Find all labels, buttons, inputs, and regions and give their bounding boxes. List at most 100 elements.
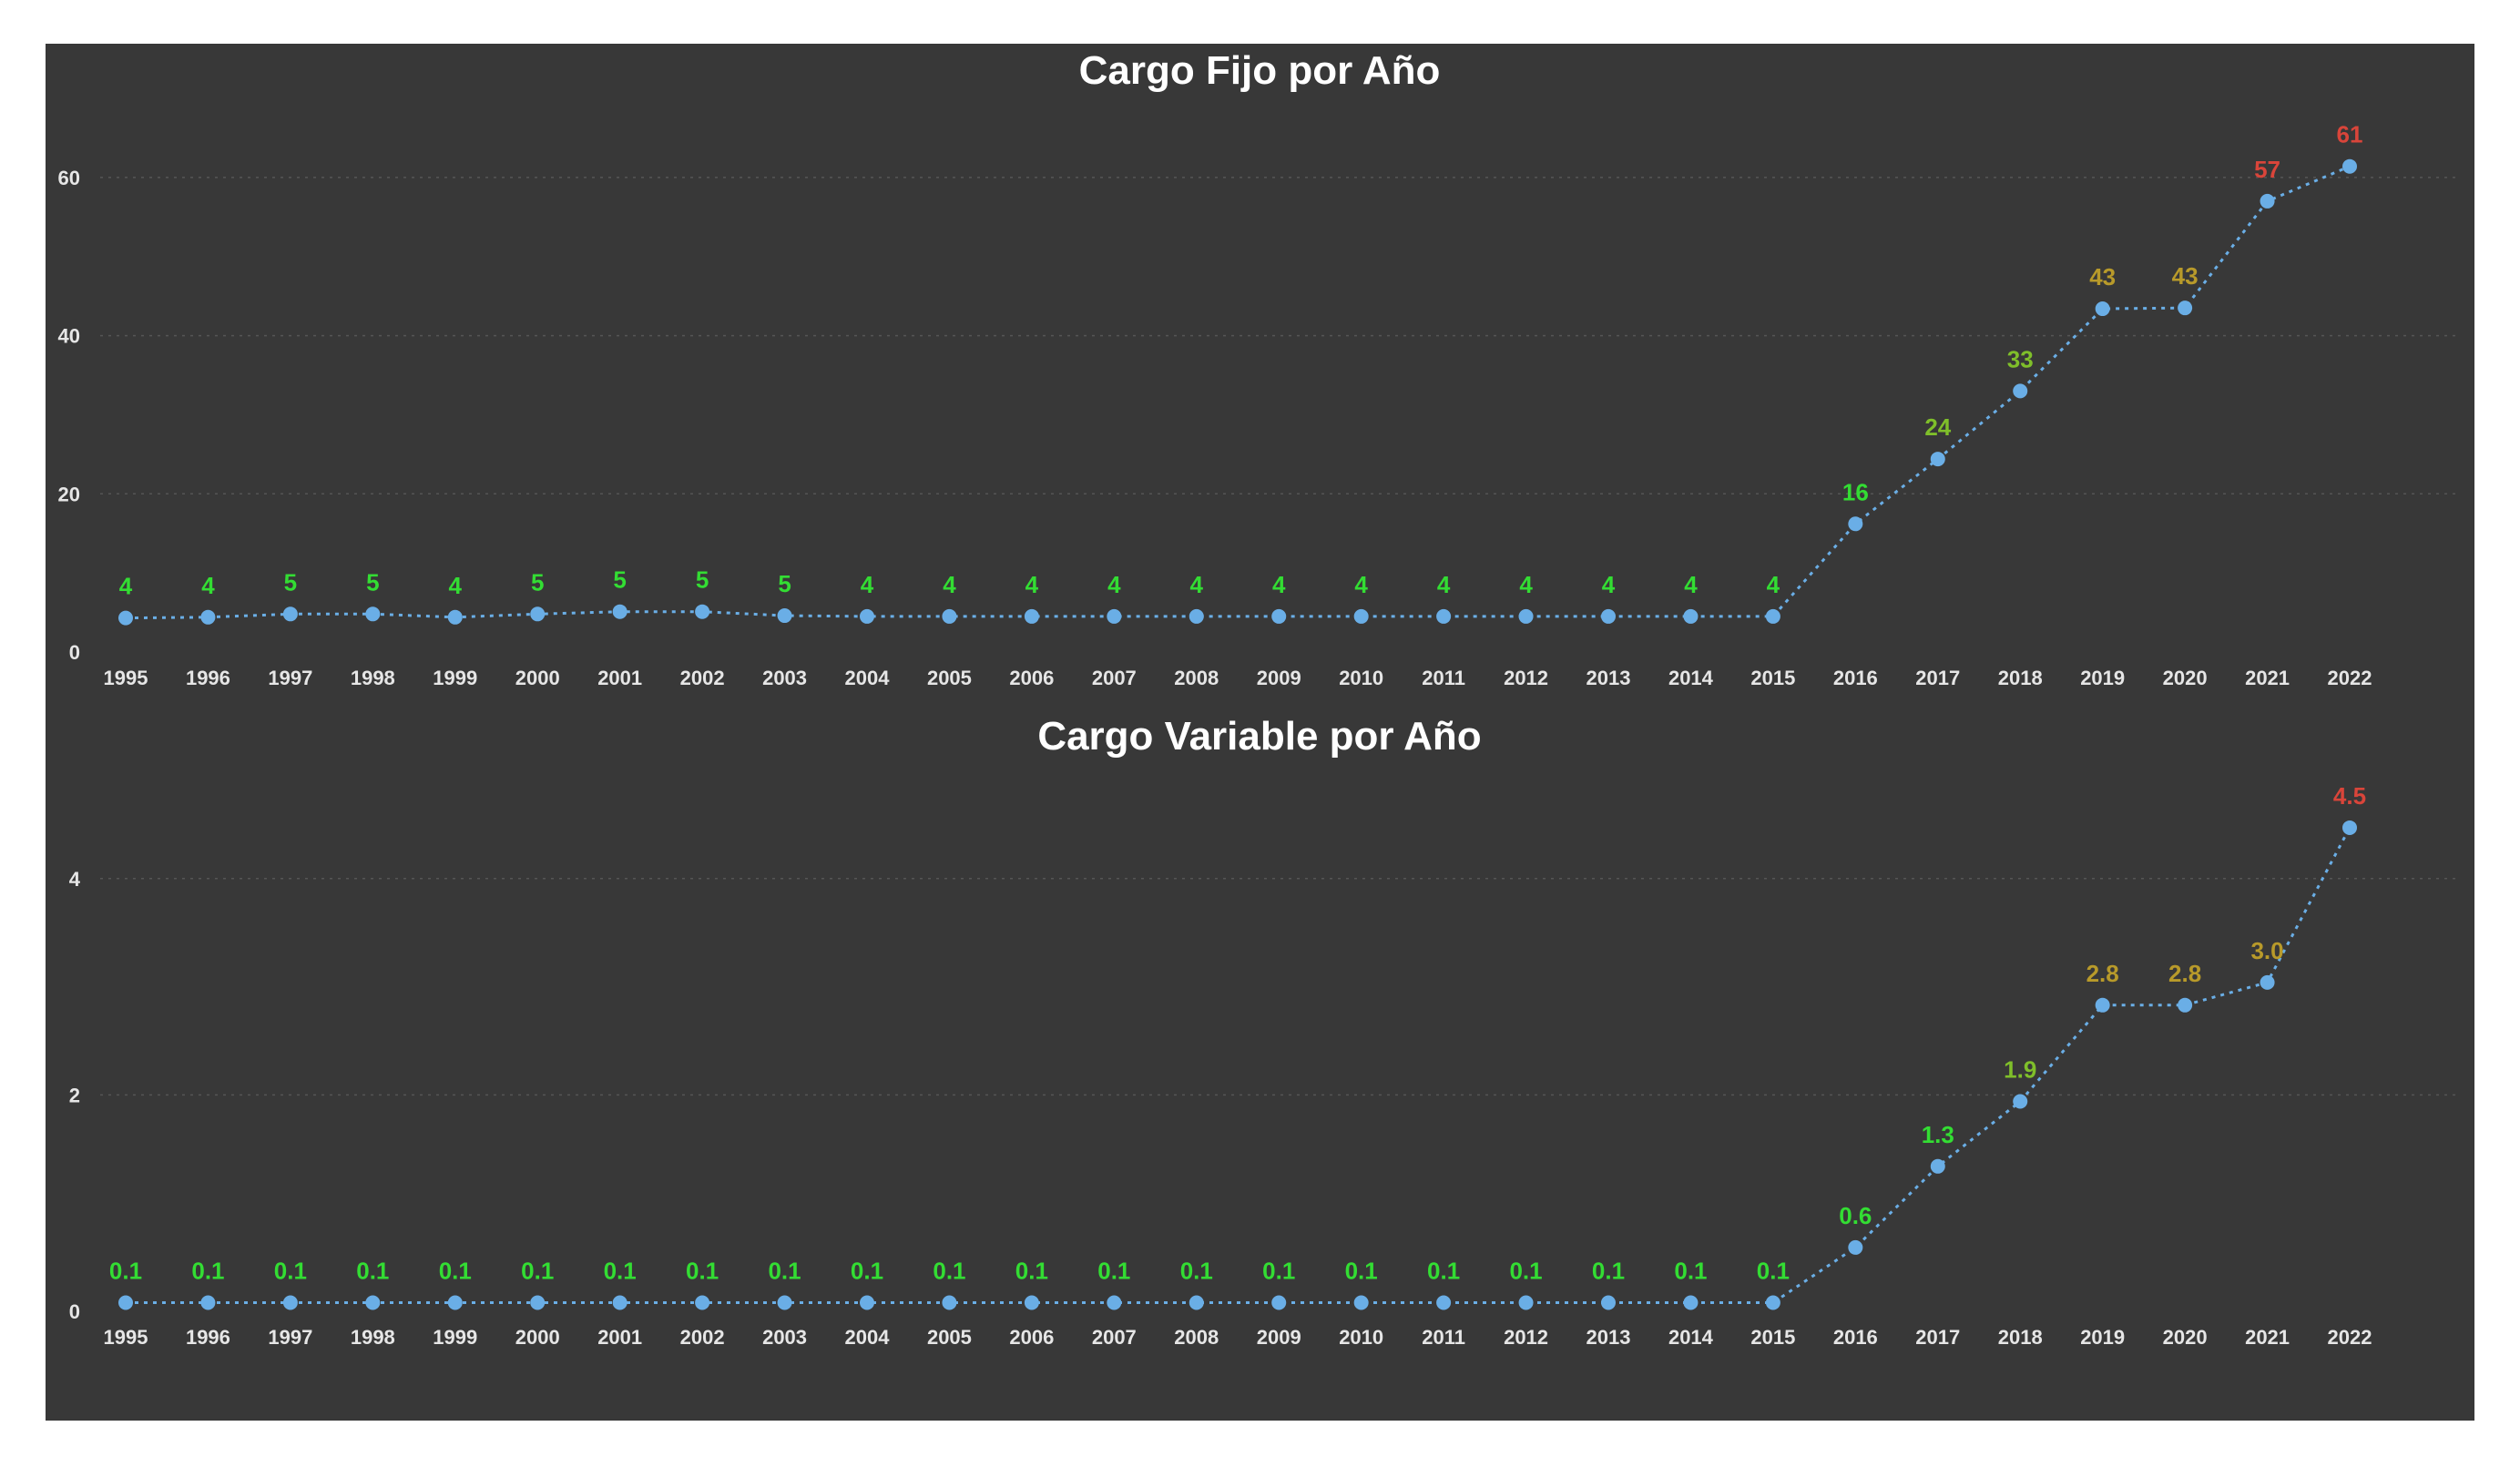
- data-point: [2342, 158, 2357, 174]
- data-label: 4.5: [2333, 782, 2366, 810]
- x-tick-label: 2004: [845, 667, 891, 689]
- data-label: 0.1: [274, 1257, 307, 1284]
- data-label: 0.1: [604, 1257, 637, 1284]
- x-tick-label: 2003: [762, 667, 807, 689]
- x-tick-label: 2017: [1915, 1326, 1960, 1349]
- data-point: [1107, 1295, 1122, 1310]
- data-point: [118, 610, 133, 626]
- x-tick-label: 2012: [1504, 667, 1548, 689]
- data-label: 0.1: [109, 1257, 142, 1284]
- x-tick-label: 2018: [1998, 667, 2043, 689]
- x-tick-label: 2010: [1339, 667, 1383, 689]
- x-tick-label: 2020: [2163, 667, 2208, 689]
- data-label: 0.1: [191, 1257, 224, 1284]
- data-label: 4: [1107, 571, 1121, 598]
- data-point: [1353, 1295, 1369, 1310]
- data-point: [1601, 608, 1616, 624]
- data-point: [282, 606, 298, 622]
- data-label: 4: [1602, 571, 1616, 598]
- x-tick-label: 1999: [433, 1326, 477, 1349]
- data-label: 0.1: [1345, 1257, 1378, 1284]
- data-point: [530, 606, 546, 622]
- data-label: 43: [2172, 262, 2199, 290]
- x-tick-label: 2006: [1009, 667, 1054, 689]
- data-label: 0.1: [1592, 1257, 1625, 1284]
- chart-2: Cargo Variable por Año 0 2 4 0.1 1995 0.1 1996 0…: [69, 714, 2459, 1349]
- data-label: 33: [2007, 345, 2034, 372]
- data-point: [942, 608, 957, 624]
- data-point: [1353, 608, 1369, 624]
- data-point: [1189, 608, 1204, 624]
- x-tick-label: 2009: [1257, 1326, 1301, 1349]
- data-label: 0.1: [686, 1257, 719, 1284]
- x-tick-label: 2015: [1750, 667, 1795, 689]
- data-point: [200, 1295, 216, 1310]
- x-tick-label: 2017: [1915, 667, 1960, 689]
- data-label: 5: [366, 568, 379, 596]
- data-label: 0.1: [1097, 1257, 1130, 1284]
- x-tick-label: 2021: [2245, 1326, 2290, 1349]
- x-tick-label: 2014: [1668, 1326, 1714, 1349]
- data-label: 0.1: [1674, 1257, 1707, 1284]
- x-tick-label: 2005: [927, 667, 972, 689]
- data-label: 5: [531, 568, 544, 596]
- x-tick-label: 2018: [1998, 1326, 2043, 1349]
- data-label: 2.8: [2168, 960, 2201, 987]
- data-label: 4: [201, 572, 215, 599]
- x-tick-label: 2011: [1422, 1326, 1465, 1349]
- data-point: [1765, 608, 1780, 624]
- x-tick-label: 1995: [104, 667, 148, 689]
- data-label: 0.1: [851, 1257, 883, 1284]
- data-point: [612, 1295, 627, 1310]
- x-tick-label: 2013: [1586, 1326, 1631, 1349]
- data-point: [2342, 820, 2357, 835]
- data-point: [942, 1295, 957, 1310]
- data-label: 4: [1767, 571, 1780, 598]
- data-label: 16: [1842, 478, 1869, 505]
- data-point: [777, 608, 792, 624]
- y-tick-label: 0: [69, 1300, 80, 1323]
- x-tick-label: 2019: [2080, 667, 2125, 689]
- x-tick-label: 2002: [680, 667, 725, 689]
- x-tick-label: 2002: [680, 1326, 725, 1349]
- y-tick-label: 60: [58, 167, 80, 189]
- data-label: 4: [1354, 571, 1368, 598]
- x-tick-label: 2013: [1586, 667, 1631, 689]
- data-label: 0.1: [1180, 1257, 1213, 1284]
- data-point: [1107, 608, 1122, 624]
- x-tick-label: 2022: [2328, 667, 2372, 689]
- data-point: [1024, 1295, 1039, 1310]
- x-tick-label: 2005: [927, 1326, 972, 1349]
- chart-1: Cargo Fijo por Año 0 20 40 60 4 1995 4 1996 5 1997…: [58, 48, 2459, 689]
- data-label: 0.1: [1509, 1257, 1542, 1284]
- data-label: 4: [1437, 571, 1451, 598]
- data-point: [1271, 1295, 1287, 1310]
- x-tick-label: 2008: [1174, 667, 1219, 689]
- data-point: [1601, 1295, 1616, 1310]
- data-point: [1436, 1295, 1452, 1310]
- chart-title: Cargo Fijo por Año: [1079, 48, 1441, 93]
- data-label: 61: [2337, 121, 2363, 148]
- data-point: [2095, 997, 2110, 1013]
- x-tick-label: 2022: [2328, 1326, 2372, 1349]
- data-point: [200, 609, 216, 625]
- data-label: 24: [1924, 413, 1951, 441]
- data-label: 4: [1684, 571, 1698, 598]
- data-label: 4: [1190, 571, 1204, 598]
- y-tick-label: 20: [58, 483, 80, 505]
- data-point: [2178, 301, 2193, 316]
- y-tick-label: 2: [69, 1084, 80, 1106]
- x-tick-label: 2011: [1422, 667, 1465, 689]
- data-point: [1683, 608, 1699, 624]
- x-tick-label: 2014: [1668, 667, 1714, 689]
- data-point: [365, 1295, 381, 1310]
- data-label: 0.1: [1757, 1257, 1790, 1284]
- data-point: [1189, 1295, 1204, 1310]
- data-label: 2.8: [2086, 960, 2119, 987]
- data-point: [1848, 516, 1863, 532]
- x-tick-label: 2007: [1092, 667, 1137, 689]
- data-label: 4: [943, 571, 956, 598]
- data-label: 43: [2089, 263, 2116, 290]
- x-tick-label: 2000: [515, 667, 560, 689]
- x-tick-label: 2016: [1833, 1326, 1878, 1349]
